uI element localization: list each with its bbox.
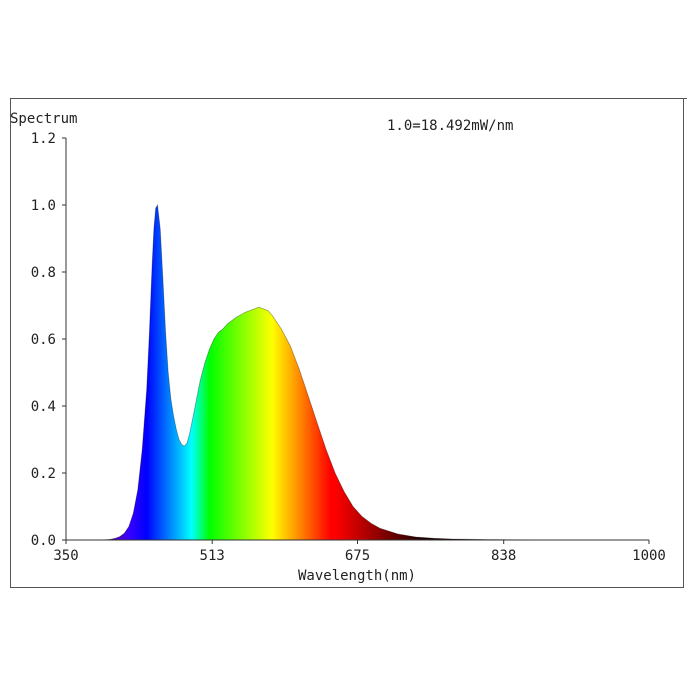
x-tick-label: 513	[200, 548, 225, 564]
scale-annotation: 1.0=18.492mW/nm	[387, 118, 513, 134]
x-tick-label: 1000	[632, 548, 666, 564]
y-tick-label: 1.2	[31, 131, 56, 147]
x-tick-label: 675	[345, 548, 370, 564]
spectrum-line	[66, 203, 649, 541]
chart-title: Spectrum	[10, 111, 77, 127]
x-tick-label: 350	[53, 548, 78, 564]
x-axis-label: Wavelength(nm)	[298, 568, 416, 584]
y-tick-label: 0.4	[31, 399, 56, 415]
frame-corner-tick	[683, 98, 687, 99]
spectrum-area	[66, 205, 649, 540]
x-tick-label: 838	[491, 548, 516, 564]
y-tick-label: 1.0	[31, 198, 56, 214]
y-tick-label: 0.2	[31, 466, 56, 482]
y-tick-label: 0.8	[31, 265, 56, 281]
y-tick-label: 0.0	[31, 533, 56, 549]
y-tick-label: 0.6	[31, 332, 56, 348]
axes: 0.0 0.2 0.4 0.6 0.8 1.0 1.2 350 513 675 838 1000	[31, 131, 666, 564]
plot-area	[66, 203, 649, 541]
